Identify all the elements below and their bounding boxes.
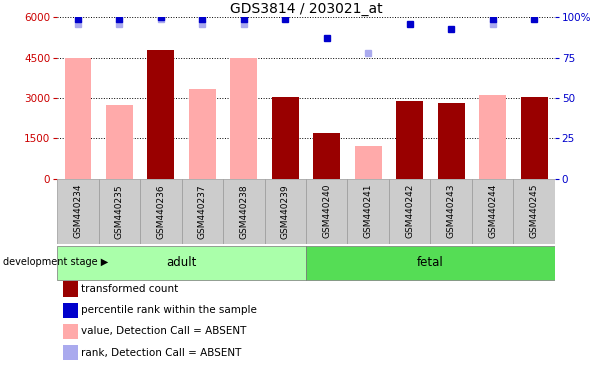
Text: adult: adult	[166, 256, 197, 269]
Bar	[65, 58, 92, 179]
Text: GSM440242: GSM440242	[405, 184, 414, 238]
Text: development stage ▶: development stage ▶	[3, 257, 109, 267]
Text: percentile rank within the sample: percentile rank within the sample	[81, 305, 257, 315]
Bar	[223, 179, 265, 244]
Text: fetal: fetal	[417, 256, 444, 269]
Bar	[230, 58, 257, 179]
Bar	[148, 50, 174, 179]
Bar	[520, 97, 548, 179]
Text: GSM440244: GSM440244	[488, 184, 497, 238]
Bar	[99, 179, 140, 244]
Bar	[438, 103, 464, 179]
Text: GSM440241: GSM440241	[364, 184, 373, 238]
Bar	[189, 89, 216, 179]
Text: rank, Detection Call = ABSENT: rank, Detection Call = ABSENT	[81, 348, 242, 358]
Title: GDS3814 / 203021_at: GDS3814 / 203021_at	[230, 2, 382, 16]
Bar	[513, 179, 555, 244]
Bar	[355, 146, 382, 179]
Text: GSM440243: GSM440243	[447, 184, 456, 238]
Bar	[306, 179, 347, 244]
Bar	[431, 179, 472, 244]
Bar	[306, 246, 555, 280]
Bar	[389, 179, 431, 244]
Bar	[57, 179, 99, 244]
Bar	[106, 105, 133, 179]
Bar	[479, 95, 506, 179]
Bar	[182, 179, 223, 244]
Text: GSM440237: GSM440237	[198, 184, 207, 238]
Text: GSM440245: GSM440245	[529, 184, 538, 238]
Bar	[272, 97, 298, 179]
Text: GSM440236: GSM440236	[156, 184, 165, 238]
Bar	[265, 179, 306, 244]
Text: transformed count: transformed count	[81, 284, 178, 294]
Text: GSM440238: GSM440238	[239, 184, 248, 238]
Bar	[57, 246, 306, 280]
Text: GSM440240: GSM440240	[322, 184, 331, 238]
Bar	[140, 179, 182, 244]
Bar	[314, 133, 340, 179]
Text: value, Detection Call = ABSENT: value, Detection Call = ABSENT	[81, 326, 247, 336]
Text: GSM440235: GSM440235	[115, 184, 124, 238]
Text: GSM440239: GSM440239	[281, 184, 290, 238]
Bar	[347, 179, 389, 244]
Bar	[396, 101, 423, 179]
Text: GSM440234: GSM440234	[74, 184, 83, 238]
Bar	[472, 179, 513, 244]
